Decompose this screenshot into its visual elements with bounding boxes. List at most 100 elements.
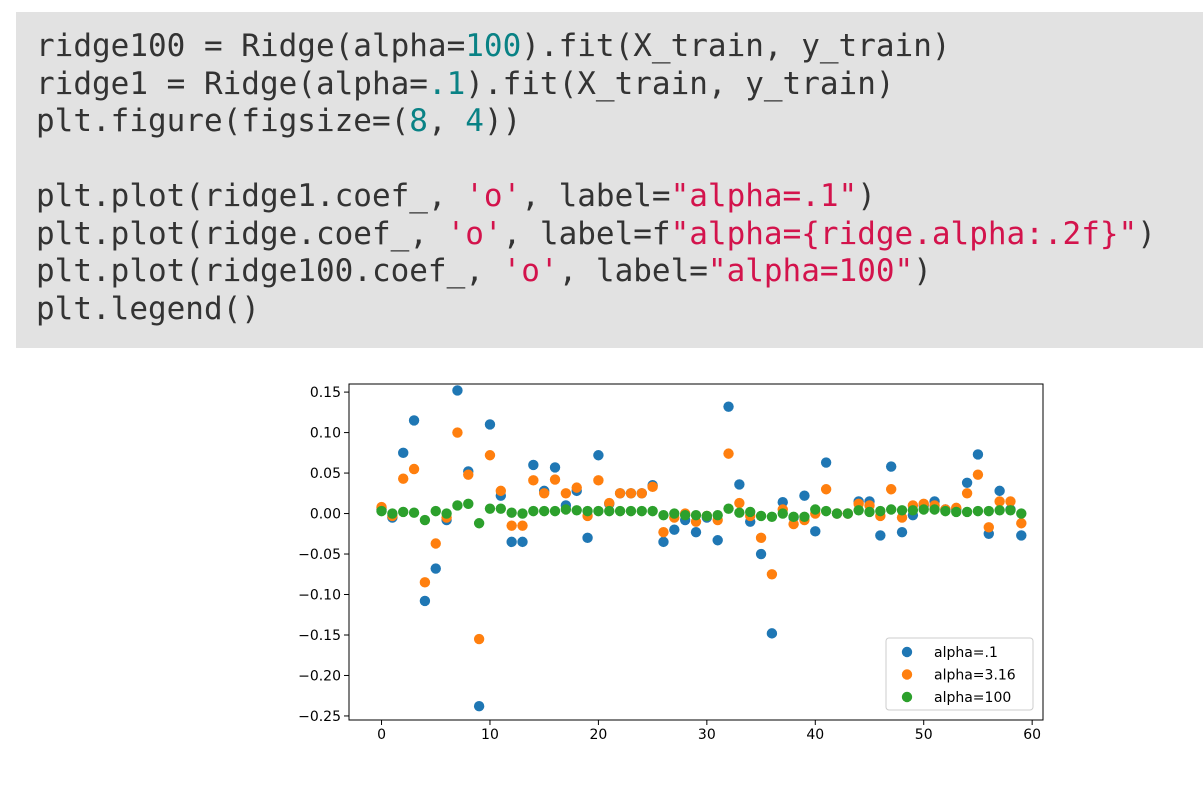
data-point bbox=[788, 518, 799, 530]
data-point bbox=[712, 535, 723, 546]
data-point bbox=[734, 507, 745, 518]
code-token: )) bbox=[483, 103, 522, 139]
data-point bbox=[875, 505, 886, 517]
code-text: ridge100 = Ridge(alpha=100).fit(X_train,… bbox=[36, 28, 1156, 328]
x-tick-label: 40 bbox=[806, 727, 824, 743]
data-point bbox=[723, 401, 734, 412]
y-tick-label: −0.05 bbox=[298, 547, 341, 563]
legend-label: alpha=100 bbox=[934, 690, 1011, 706]
code-token: .1 bbox=[427, 65, 466, 102]
data-point bbox=[1005, 496, 1016, 507]
data-point bbox=[961, 477, 973, 488]
data-point bbox=[463, 469, 474, 480]
data-point bbox=[766, 628, 778, 639]
data-point bbox=[398, 447, 409, 459]
data-point bbox=[799, 490, 810, 501]
code-token: 'o' bbox=[465, 178, 522, 214]
data-point bbox=[875, 530, 886, 541]
legend-label: alpha=.1 bbox=[934, 645, 998, 661]
code-token: 8 bbox=[409, 103, 428, 139]
data-point bbox=[614, 505, 626, 517]
data-point bbox=[495, 503, 507, 514]
data-point bbox=[430, 505, 441, 517]
scatter-plot: 0 10 20 30 40 50 60 0.15 0.10 0.05 0.00 −0.05 −0.10 −… bbox=[298, 383, 1044, 743]
data-point bbox=[582, 505, 593, 517]
data-point bbox=[549, 505, 561, 517]
data-point bbox=[777, 508, 788, 519]
data-point bbox=[506, 536, 517, 548]
data-point bbox=[473, 701, 485, 712]
code-token: , label= bbox=[521, 178, 671, 214]
data-point bbox=[604, 497, 615, 509]
data-point bbox=[690, 509, 702, 521]
data-point bbox=[972, 449, 984, 460]
code-token: plt.plot(ridge100.coef_, bbox=[36, 253, 503, 289]
data-point bbox=[593, 450, 604, 461]
data-point bbox=[712, 509, 723, 521]
data-point bbox=[1016, 530, 1027, 541]
code-token: ridge100 = Ridge(alpha= bbox=[36, 28, 466, 64]
code-token: ).fit(X_train, y_train) bbox=[465, 65, 895, 102]
data-point bbox=[549, 462, 561, 473]
data-point bbox=[972, 469, 984, 480]
data-point bbox=[463, 498, 474, 510]
code-line: plt.plot(ridge100.coef_, 'o', label="alp… bbox=[36, 253, 932, 289]
y-tick-label: 0.15 bbox=[310, 385, 341, 401]
code-line: plt.legend() bbox=[36, 291, 260, 327]
y-tick-label: −0.25 bbox=[298, 709, 341, 725]
data-point bbox=[669, 508, 680, 519]
data-point bbox=[419, 595, 431, 607]
code-token: plt.figure(figsize=( bbox=[36, 103, 410, 139]
code-token: 'o' bbox=[446, 215, 503, 252]
x-tick-label: 60 bbox=[1023, 727, 1041, 743]
data-point bbox=[560, 488, 572, 499]
data-point bbox=[636, 488, 647, 499]
data-point bbox=[593, 475, 604, 486]
data-point bbox=[799, 511, 810, 522]
x-tick-label: 10 bbox=[481, 727, 499, 743]
chart: 0 10 20 30 40 50 60 0.15 0.10 0.05 0.00 −0.05 −0.10 −… bbox=[0, 360, 1203, 780]
data-point bbox=[647, 505, 658, 517]
code-token: "alpha=100" bbox=[707, 253, 914, 289]
data-point bbox=[658, 526, 669, 538]
data-point bbox=[1005, 505, 1016, 516]
data-point bbox=[679, 509, 691, 521]
data-point bbox=[398, 473, 409, 484]
data-point bbox=[983, 522, 994, 533]
data-point bbox=[929, 504, 940, 515]
data-point bbox=[419, 577, 431, 588]
data-point bbox=[484, 450, 496, 461]
legend-label: alpha=3.16 bbox=[934, 668, 1016, 684]
data-point bbox=[820, 505, 832, 517]
data-point bbox=[517, 536, 528, 548]
x-tick-label: 30 bbox=[698, 727, 716, 743]
code-token: plt.plot(ridge.coef_, bbox=[36, 215, 447, 252]
data-point bbox=[484, 503, 496, 514]
data-point bbox=[560, 504, 572, 515]
data-point bbox=[755, 532, 767, 544]
code-token: 4 bbox=[465, 103, 484, 139]
data-point bbox=[669, 524, 680, 535]
data-point bbox=[723, 448, 734, 459]
code-cell: ridge100 = Ridge(alpha=100).fit(X_train,… bbox=[16, 12, 1203, 348]
data-point bbox=[907, 505, 919, 516]
data-point bbox=[528, 505, 539, 517]
code-line: plt.figure(figsize=(8, 4)) bbox=[36, 103, 521, 139]
data-point bbox=[994, 496, 1005, 507]
data-point bbox=[625, 488, 637, 499]
data-point bbox=[885, 461, 897, 472]
data-point bbox=[896, 512, 908, 523]
data-point bbox=[690, 526, 702, 538]
data-point bbox=[755, 510, 767, 522]
y-tick-label: 0.05 bbox=[310, 466, 341, 482]
data-point bbox=[961, 506, 973, 518]
code-line: plt.plot(ridge.coef_, 'o', label=f"alpha… bbox=[36, 216, 1156, 252]
data-point bbox=[538, 488, 550, 499]
data-point bbox=[517, 520, 528, 531]
legend-marker bbox=[901, 669, 913, 680]
code-token: plt.legend() bbox=[36, 290, 260, 327]
data-point bbox=[419, 514, 431, 526]
data-point bbox=[604, 505, 615, 517]
data-point bbox=[571, 505, 582, 516]
code-token: "alpha={ridge.alpha:.2f}" bbox=[670, 215, 1138, 252]
